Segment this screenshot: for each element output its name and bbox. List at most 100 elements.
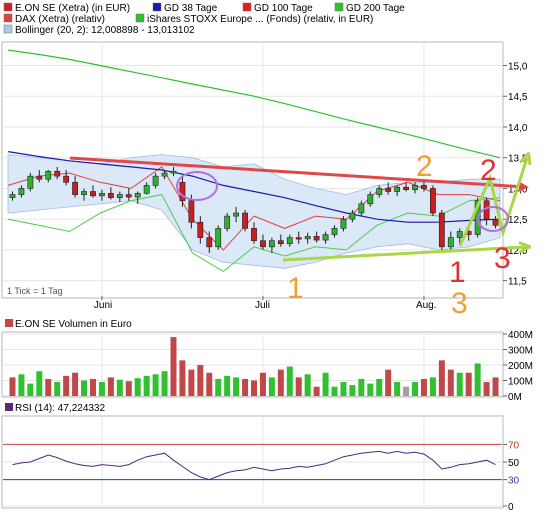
- volume-bar: [116, 379, 123, 396]
- volume-bar: [72, 372, 79, 396]
- y-tick-label: 0: [508, 502, 514, 513]
- candle-body: [90, 191, 96, 197]
- candle-body: [125, 194, 132, 198]
- chart-legend: E.ON SE (Xetra) (in EUR) GD 38 Tage GD 100…: [3, 2, 405, 36]
- candle-body: [313, 236, 320, 241]
- volume-bar: [474, 363, 481, 396]
- volume-bar: [107, 377, 114, 396]
- candle-body: [18, 188, 25, 195]
- rsi-line: [12, 450, 496, 481]
- volume-bar: [54, 382, 61, 396]
- candle-body: [143, 185, 150, 194]
- volume-bar: [385, 369, 392, 396]
- candle-body: [233, 212, 240, 217]
- legend-swatch: [152, 2, 162, 12]
- rsi-y-axis: 70 50 30 0: [503, 440, 520, 513]
- y-tick-label: 14,5: [508, 92, 528, 103]
- volume-bar: [349, 385, 356, 396]
- gd38-line: [7, 151, 501, 223]
- bollinger-band: [7, 154, 501, 269]
- gd200-line: [7, 49, 501, 159]
- rsi-title: RSI (14): 47,224332: [15, 403, 105, 414]
- candle-body: [349, 212, 356, 220]
- candle-body: [403, 186, 409, 190]
- candle-body: [206, 237, 213, 248]
- volume-bar: [304, 374, 311, 396]
- volume-bar: [81, 380, 88, 396]
- candle-body: [161, 172, 168, 177]
- y-tick-label: 11,5: [508, 277, 527, 288]
- candle-body: [295, 237, 302, 240]
- candle-body: [107, 193, 114, 198]
- trend-annotations: [69, 158, 527, 262]
- candle-body: [45, 170, 52, 180]
- candle-body: [438, 212, 445, 248]
- candle-body: [152, 175, 159, 186]
- annotation-digit: 2: [480, 154, 497, 187]
- y-tick-label: 200M: [508, 361, 533, 372]
- candle-body: [224, 215, 231, 229]
- volume-bar: [492, 377, 499, 396]
- annotation-digit: 1: [287, 272, 304, 305]
- volume-bar: [456, 372, 463, 396]
- volume-bar: [367, 383, 374, 396]
- candle-body: [260, 240, 266, 248]
- x-tick-label: Aug.: [416, 300, 437, 311]
- y-tick-label: 50: [508, 458, 520, 469]
- legend-swatch: [3, 13, 13, 23]
- volume-bar: [277, 369, 284, 396]
- y-tick-label: 13,5: [508, 154, 528, 165]
- candle-body: [456, 231, 463, 238]
- candle-body: [36, 175, 43, 180]
- volume-bar: [18, 374, 25, 396]
- volume-bar: [358, 378, 365, 396]
- legend-entry: Bollinger (20, 2): 12,008898 - 13,013102: [15, 25, 195, 36]
- candle-body: [54, 170, 61, 177]
- volume-bar: [224, 375, 231, 396]
- volume-bar: [420, 378, 427, 396]
- y-tick-label: 300M: [508, 346, 533, 357]
- rsi-legend-marker: [5, 403, 13, 411]
- volume-bar: [27, 383, 34, 396]
- candle-body: [72, 181, 78, 195]
- candle-body: [331, 228, 338, 235]
- highlight-circle: [176, 171, 218, 201]
- legend-entry: E.ON SE (Xetra) (in EUR): [15, 3, 130, 14]
- volume-bar: [331, 386, 338, 396]
- highlight-circle: [477, 206, 509, 232]
- volume-bar: [134, 378, 141, 396]
- candle-body: [170, 170, 177, 174]
- x-tick-label: Juni: [94, 300, 112, 311]
- y-tick-label: 70: [508, 440, 520, 451]
- volume-bar: [215, 378, 222, 396]
- volume-bar: [268, 377, 275, 396]
- volume-bar: [403, 386, 410, 396]
- candle-body: [492, 218, 499, 226]
- volume-bar: [376, 378, 383, 396]
- volume-bar: [295, 377, 302, 396]
- y-tick-label: 400M: [508, 330, 533, 341]
- volume-bar: [242, 378, 249, 396]
- volume-bar: [89, 378, 96, 396]
- volume-bars: [9, 337, 499, 396]
- candle-body: [134, 193, 141, 198]
- volume-bar: [465, 372, 472, 396]
- candle-body: [322, 234, 329, 241]
- volume-bar: [125, 381, 132, 396]
- volume-bar: [36, 371, 43, 396]
- volume-bar: [286, 366, 293, 396]
- volume-bar: [152, 374, 159, 396]
- volume-bar: [394, 382, 401, 396]
- legend-entry: GD 200 Tage: [346, 3, 405, 14]
- candle-body: [116, 194, 123, 198]
- candle-body: [394, 186, 401, 192]
- volume-bar: [143, 375, 150, 396]
- volume-bar: [233, 377, 240, 396]
- volume-bar: [340, 382, 347, 396]
- volume-bar: [259, 372, 266, 396]
- volume-bar: [251, 380, 257, 396]
- annotation-digit: 2: [416, 150, 433, 183]
- candle-body: [304, 236, 311, 240]
- candle-body: [268, 240, 275, 248]
